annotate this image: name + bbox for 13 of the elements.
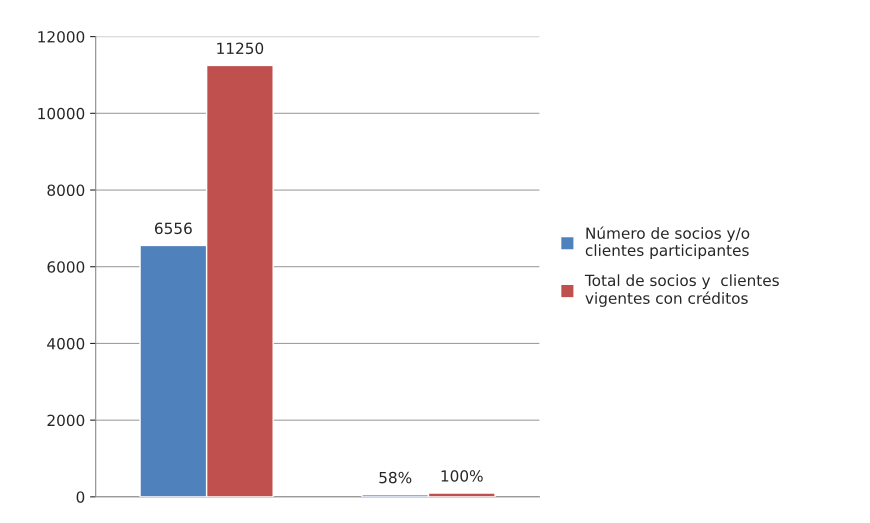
y-tick-label: 0 [76, 491, 84, 503]
data-label: 6556 [154, 222, 192, 234]
data-label: 100% [442, 470, 483, 482]
y-tick-label: 12000 [38, 31, 84, 43]
legend-label: Total de socios y clientes vigentes con créditos [584, 274, 779, 307]
y-tick-label: 8000 [47, 184, 84, 196]
y-tick-label: 2000 [48, 414, 84, 426]
legend-label: Número de socios y/o clientes participantes [586, 226, 750, 260]
y-tick-label: 4000 [47, 338, 84, 350]
y-tick-label: 6000 [47, 261, 84, 273]
y-tick-label: 10000 [38, 108, 84, 120]
data-label: 11250 [217, 42, 264, 54]
data-label: 58% [379, 472, 412, 484]
